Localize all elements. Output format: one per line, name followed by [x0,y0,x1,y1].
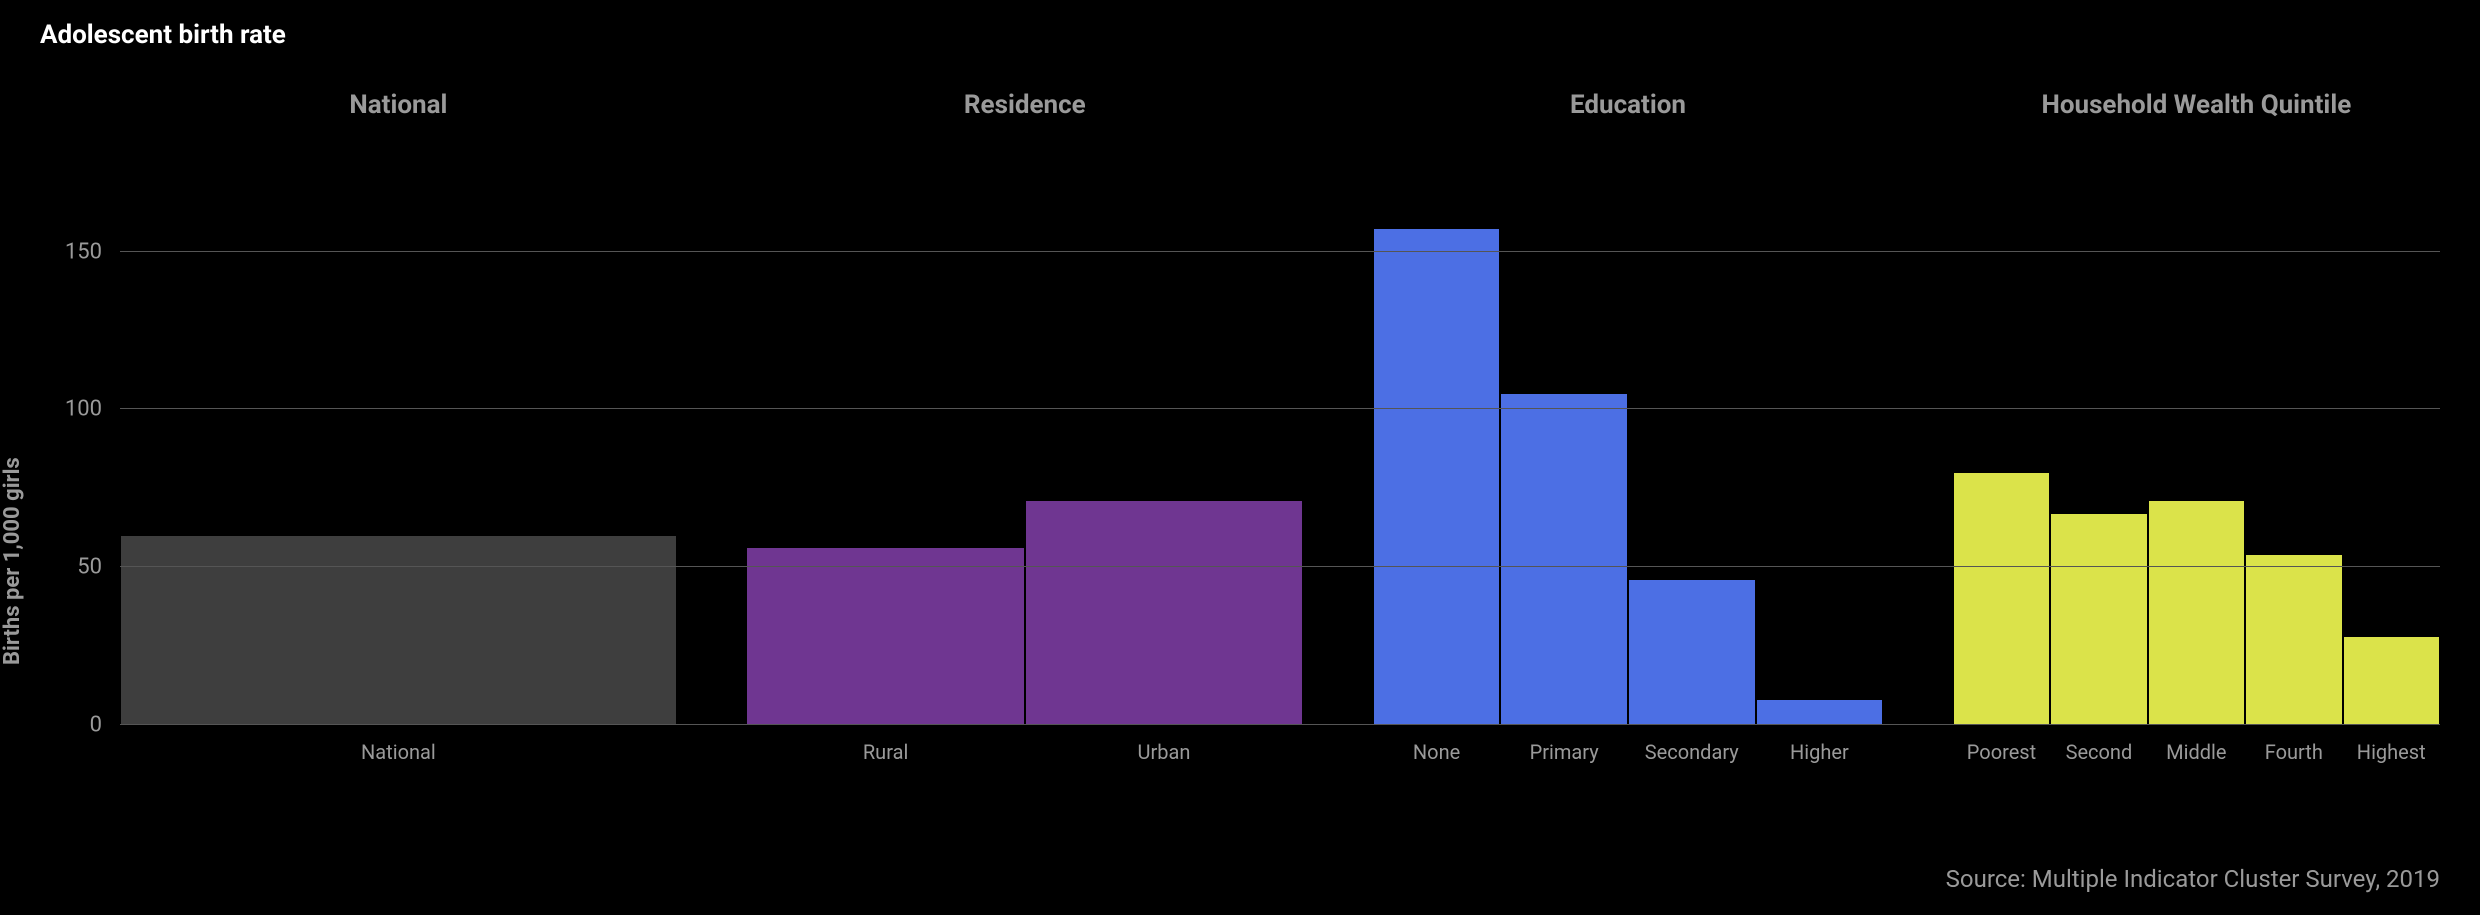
y-tick-label: 150 [42,239,102,264]
bar [1374,229,1500,725]
x-label-row: NonePrimarySecondaryHigher [1373,740,1883,764]
y-tick-label: 0 [42,713,102,738]
x-tick-label: Middle [2148,740,2245,764]
group-header-row: National Residence Education Household Weal… [120,90,2440,150]
group-header: Household Wealth Quintile [1953,90,2440,150]
y-tick-label: 50 [42,555,102,580]
bars-flex: NationalRuralUrbanNonePrimarySecondaryHi… [120,220,2440,725]
x-tick-label: National [120,740,677,764]
x-tick-label: Rural [746,740,1024,764]
bar-group: NonePrimarySecondaryHigher [1373,220,1883,725]
y-axis-title: Births per 1,000 girls [0,457,25,665]
y-tick-label: 100 [42,397,102,422]
x-tick-label: Secondary [1628,740,1756,764]
x-tick-label: None [1373,740,1501,764]
bar-group: PoorestSecondMiddleFourthHighest [1953,220,2440,725]
gridline [120,724,2440,725]
gridline [120,408,2440,409]
x-label-row: PoorestSecondMiddleFourthHighest [1953,740,2440,764]
bar [1757,700,1883,725]
x-label-row: RuralUrban [746,740,1303,764]
bar [1026,501,1302,725]
bar [1954,473,2049,726]
chart-container: Adolescent birth rate National Residence E… [0,0,2480,915]
bar [2149,501,2244,725]
gridline [120,251,2440,252]
x-tick-label: Second [2050,740,2147,764]
x-label-row: National [120,740,677,764]
x-tick-label: Primary [1500,740,1628,764]
gridline [120,566,2440,567]
plot-area: National Residence Education Household Weal… [120,90,2440,785]
bar [2246,555,2341,725]
bar [747,548,1023,725]
bar [1501,394,1627,725]
bar [2344,637,2439,725]
x-tick-label: Urban [1025,740,1303,764]
chart-title: Adolescent birth rate [40,20,2440,50]
x-tick-label: Fourth [2245,740,2342,764]
bar-group: National [120,220,677,725]
bar-group: RuralUrban [746,220,1303,725]
bars-region: Births per 1,000 girls NationalRuralUrba… [120,220,2440,725]
group-header: Residence [746,90,1303,150]
bar [121,536,676,725]
x-tick-label: Highest [2343,740,2440,764]
group-gap [677,90,747,150]
group-gap [1303,90,1373,150]
x-tick-label: Higher [1756,740,1884,764]
group-header: Education [1373,90,1883,150]
group-header: National [120,90,677,150]
source-text: Source: Multiple Indicator Cluster Surve… [1946,865,2440,893]
bar [1629,580,1755,725]
x-tick-label: Poorest [1953,740,2050,764]
group-gap [1883,90,1953,150]
bar [2051,514,2146,725]
